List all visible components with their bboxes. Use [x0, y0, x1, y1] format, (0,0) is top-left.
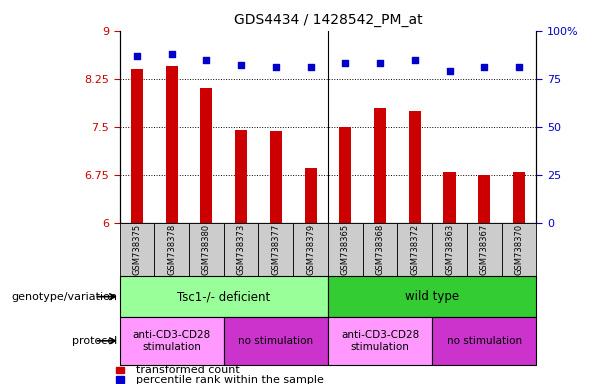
Bar: [443, 172, 455, 223]
Point: [514, 64, 524, 70]
Point: [306, 64, 316, 70]
Text: wild type: wild type: [405, 290, 459, 303]
Text: GSM738378: GSM738378: [167, 224, 176, 275]
Bar: [305, 168, 317, 223]
Bar: [328, 317, 432, 365]
Bar: [478, 175, 490, 223]
Bar: [501, 223, 536, 276]
Text: GSM738367: GSM738367: [480, 224, 489, 275]
Bar: [116, 367, 124, 373]
Bar: [224, 223, 259, 276]
Bar: [409, 111, 421, 223]
Text: transformed count: transformed count: [136, 365, 240, 375]
Text: GSM738365: GSM738365: [341, 224, 350, 275]
Text: percentile rank within the sample: percentile rank within the sample: [136, 375, 324, 384]
Point: [479, 64, 489, 70]
Text: GSM738370: GSM738370: [514, 224, 524, 275]
Bar: [166, 66, 178, 223]
Bar: [270, 131, 282, 223]
Bar: [363, 223, 397, 276]
Text: GSM738368: GSM738368: [376, 224, 384, 275]
Bar: [374, 108, 386, 223]
Point: [375, 60, 385, 66]
Point: [236, 62, 246, 68]
Bar: [432, 223, 467, 276]
Bar: [154, 223, 189, 276]
Bar: [235, 130, 247, 223]
Text: anti-CD3-CD28
stimulation: anti-CD3-CD28 stimulation: [132, 330, 211, 352]
Bar: [131, 69, 143, 223]
Point: [444, 68, 454, 74]
Text: genotype/variation: genotype/variation: [12, 291, 118, 302]
Point: [410, 56, 420, 63]
Bar: [224, 317, 328, 365]
Text: no stimulation: no stimulation: [238, 336, 313, 346]
Title: GDS4434 / 1428542_PM_at: GDS4434 / 1428542_PM_at: [234, 13, 422, 27]
Point: [132, 53, 142, 59]
Text: no stimulation: no stimulation: [447, 336, 522, 346]
Text: GSM738363: GSM738363: [445, 224, 454, 275]
Bar: [116, 376, 124, 383]
Text: anti-CD3-CD28
stimulation: anti-CD3-CD28 stimulation: [341, 330, 419, 352]
Bar: [513, 172, 525, 223]
Point: [271, 64, 281, 70]
Text: GSM738375: GSM738375: [132, 224, 142, 275]
Bar: [120, 276, 328, 317]
Bar: [467, 223, 501, 276]
Bar: [293, 223, 328, 276]
Text: GSM738379: GSM738379: [306, 224, 315, 275]
Bar: [432, 317, 536, 365]
Bar: [339, 127, 351, 223]
Bar: [120, 223, 154, 276]
Bar: [328, 223, 363, 276]
Text: protocol: protocol: [72, 336, 118, 346]
Point: [202, 56, 211, 63]
Bar: [120, 317, 224, 365]
Text: GSM738380: GSM738380: [202, 224, 211, 275]
Text: GSM738372: GSM738372: [410, 224, 419, 275]
Text: GSM738373: GSM738373: [237, 224, 246, 275]
Text: GSM738377: GSM738377: [272, 224, 280, 275]
Bar: [328, 276, 536, 317]
Bar: [189, 223, 224, 276]
Bar: [397, 223, 432, 276]
Bar: [200, 88, 213, 223]
Point: [340, 60, 350, 66]
Bar: [259, 223, 293, 276]
Point: [167, 51, 177, 57]
Text: Tsc1-/- deficient: Tsc1-/- deficient: [177, 290, 270, 303]
